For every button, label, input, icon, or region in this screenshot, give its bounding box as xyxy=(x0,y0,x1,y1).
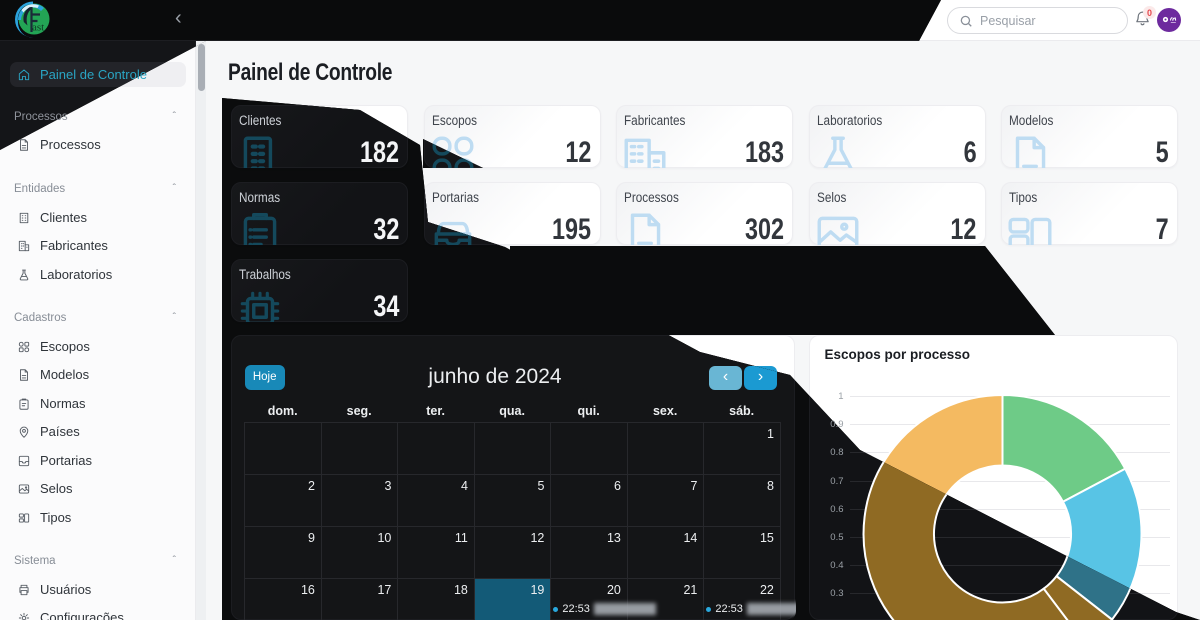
svg-text:ast: ast xyxy=(32,22,44,34)
